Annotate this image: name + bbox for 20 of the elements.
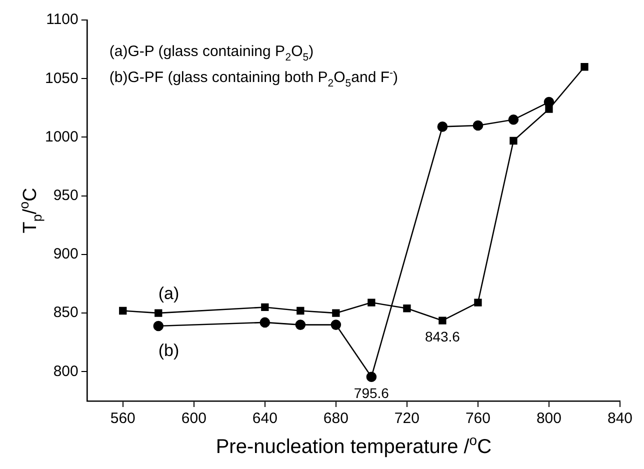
y-tick-label: 1100 xyxy=(46,11,78,28)
x-tick-label: 680 xyxy=(323,410,348,428)
y-tick-label: 900 xyxy=(53,246,78,263)
x-tick-label: 720 xyxy=(394,410,420,428)
series-label: (b) xyxy=(158,340,180,360)
y-tick-label: 950 xyxy=(53,186,78,204)
x-tick-label: 560 xyxy=(110,410,136,428)
x-tick-label: 800 xyxy=(536,410,562,428)
x-tick-label: 600 xyxy=(181,410,206,428)
x-tick-label: 640 xyxy=(252,410,278,428)
annotation: 843.6 xyxy=(424,328,460,345)
y-tick-label: 1050 xyxy=(44,70,78,87)
x-tick-label: 840 xyxy=(607,410,633,428)
y-tick-label: 800 xyxy=(53,362,78,380)
x-tick-label: 760 xyxy=(465,410,490,428)
annotation: 795.6 xyxy=(354,384,390,401)
series-label: (a) xyxy=(158,284,180,304)
y-tick-label: 1000 xyxy=(44,128,78,146)
y-tick-label: 850 xyxy=(53,304,78,322)
y-axis-title: Tp/oC xyxy=(16,188,45,234)
